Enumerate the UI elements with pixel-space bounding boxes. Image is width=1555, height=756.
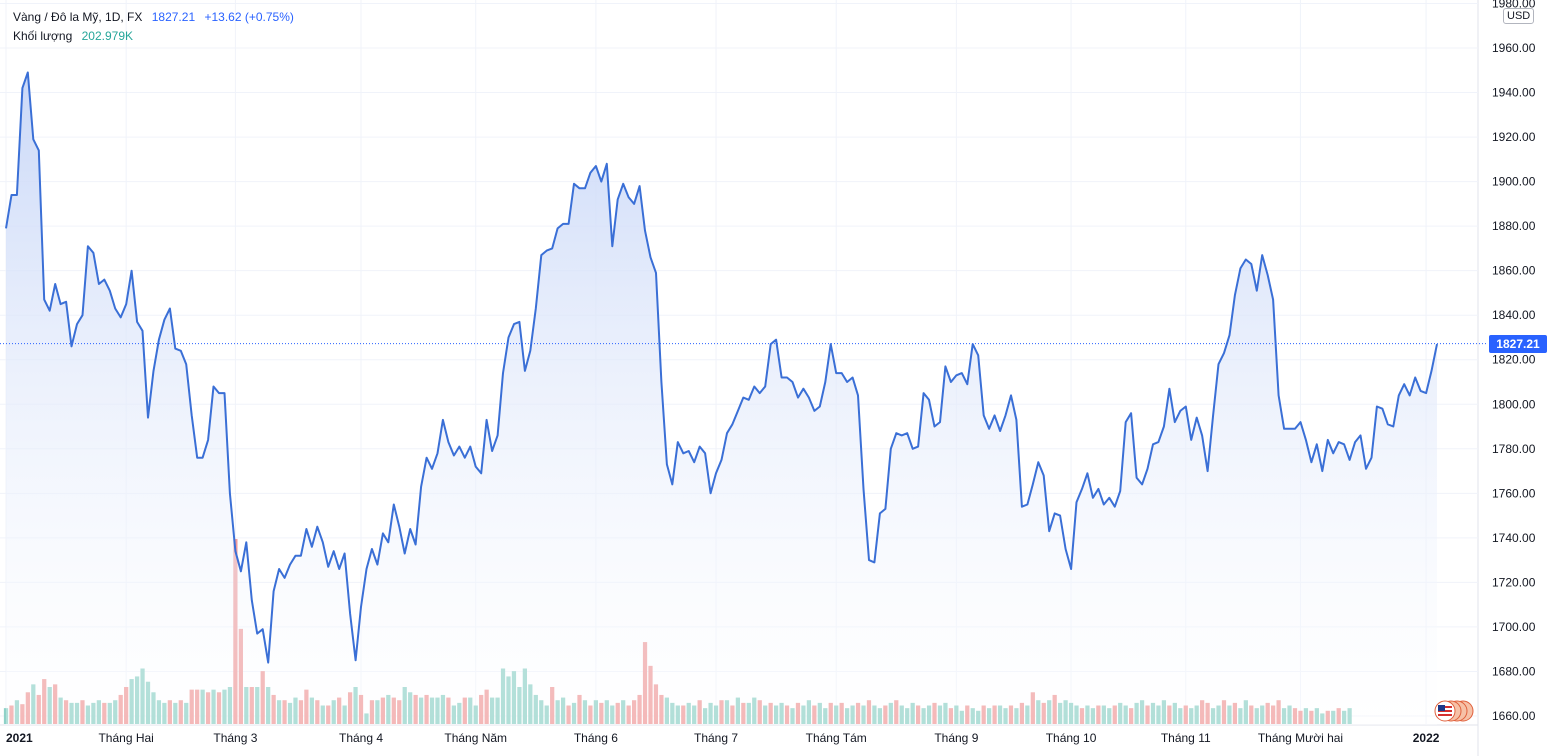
- y-tick-label: 1680.00: [1492, 664, 1536, 678]
- x-tick-label: 2021: [6, 731, 33, 745]
- y-tick-label: 1800.00: [1492, 397, 1536, 411]
- y-tick-label: 1780.00: [1492, 442, 1536, 456]
- x-tick-label: Tháng 10: [1046, 731, 1097, 745]
- legend-volume-row: Khối lượng 202.979K: [13, 27, 294, 46]
- y-tick-label: 1940.00: [1492, 86, 1536, 100]
- y-tick-label: 1920.00: [1492, 130, 1536, 144]
- current-price-badge: 1827.21: [1489, 335, 1547, 353]
- y-tick-label: 1980.00: [1492, 0, 1536, 10]
- x-tick-label: Tháng 11: [1161, 731, 1211, 745]
- legend-symbol-row: Vàng / Đô la Mỹ, 1D, FX 1827.21 +13.62 (…: [13, 8, 294, 27]
- chart-legend: Vàng / Đô la Mỹ, 1D, FX 1827.21 +13.62 (…: [13, 8, 294, 46]
- volume-label: Khối lượng: [13, 29, 73, 43]
- y-tick-label: 1700.00: [1492, 620, 1536, 634]
- volume-value: 202.979K: [81, 29, 134, 43]
- y-tick-label: 1820.00: [1492, 353, 1536, 367]
- y-tick-label: 1760.00: [1492, 486, 1536, 500]
- price-line: [5, 71, 1438, 664]
- currency-unit-badge[interactable]: USD: [1503, 8, 1535, 24]
- x-tick-label: 2022: [1413, 731, 1440, 745]
- y-tick-label: 1880.00: [1492, 219, 1536, 233]
- price-change: +13.62 (+0.75%): [204, 10, 294, 24]
- x-tick-label: Tháng Tám: [806, 731, 867, 745]
- y-tick-label: 1960.00: [1492, 41, 1536, 55]
- symbol-label: Vàng / Đô la Mỹ, 1D, FX: [13, 10, 143, 24]
- x-tick-label: Tháng 3: [213, 731, 257, 745]
- y-tick-label: 1740.00: [1492, 531, 1536, 545]
- x-tick-label: Tháng Mười hai: [1258, 731, 1343, 745]
- x-tick-label: Tháng Hai: [98, 731, 153, 745]
- price-area: [0, 71, 1488, 725]
- x-tick-label: Tháng 9: [934, 731, 978, 745]
- y-tick-label: 1660.00: [1492, 709, 1536, 723]
- time-axis[interactable]: 2021 Tháng Hai Tháng 3 Tháng 4 Tháng Năm Thán…: [6, 731, 1440, 745]
- us-flag-icon[interactable]: [1430, 700, 1474, 722]
- last-price: 1827.21: [151, 10, 196, 24]
- price-axis[interactable]: 1660.00 1680.00 1700.00 1720.00 1740.00 1760.…: [1492, 0, 1536, 723]
- y-tick-label: 1840.00: [1492, 308, 1536, 322]
- y-tick-label: 1900.00: [1492, 175, 1536, 189]
- y-tick-label: 1720.00: [1492, 575, 1536, 589]
- x-tick-label: Tháng 4: [339, 731, 383, 745]
- x-tick-label: Tháng 7: [694, 731, 738, 745]
- x-tick-label: Tháng Năm: [444, 731, 507, 745]
- x-tick-label: Tháng 6: [574, 731, 618, 745]
- y-tick-label: 1860.00: [1492, 264, 1536, 278]
- price-area-fill: [6, 72, 1437, 725]
